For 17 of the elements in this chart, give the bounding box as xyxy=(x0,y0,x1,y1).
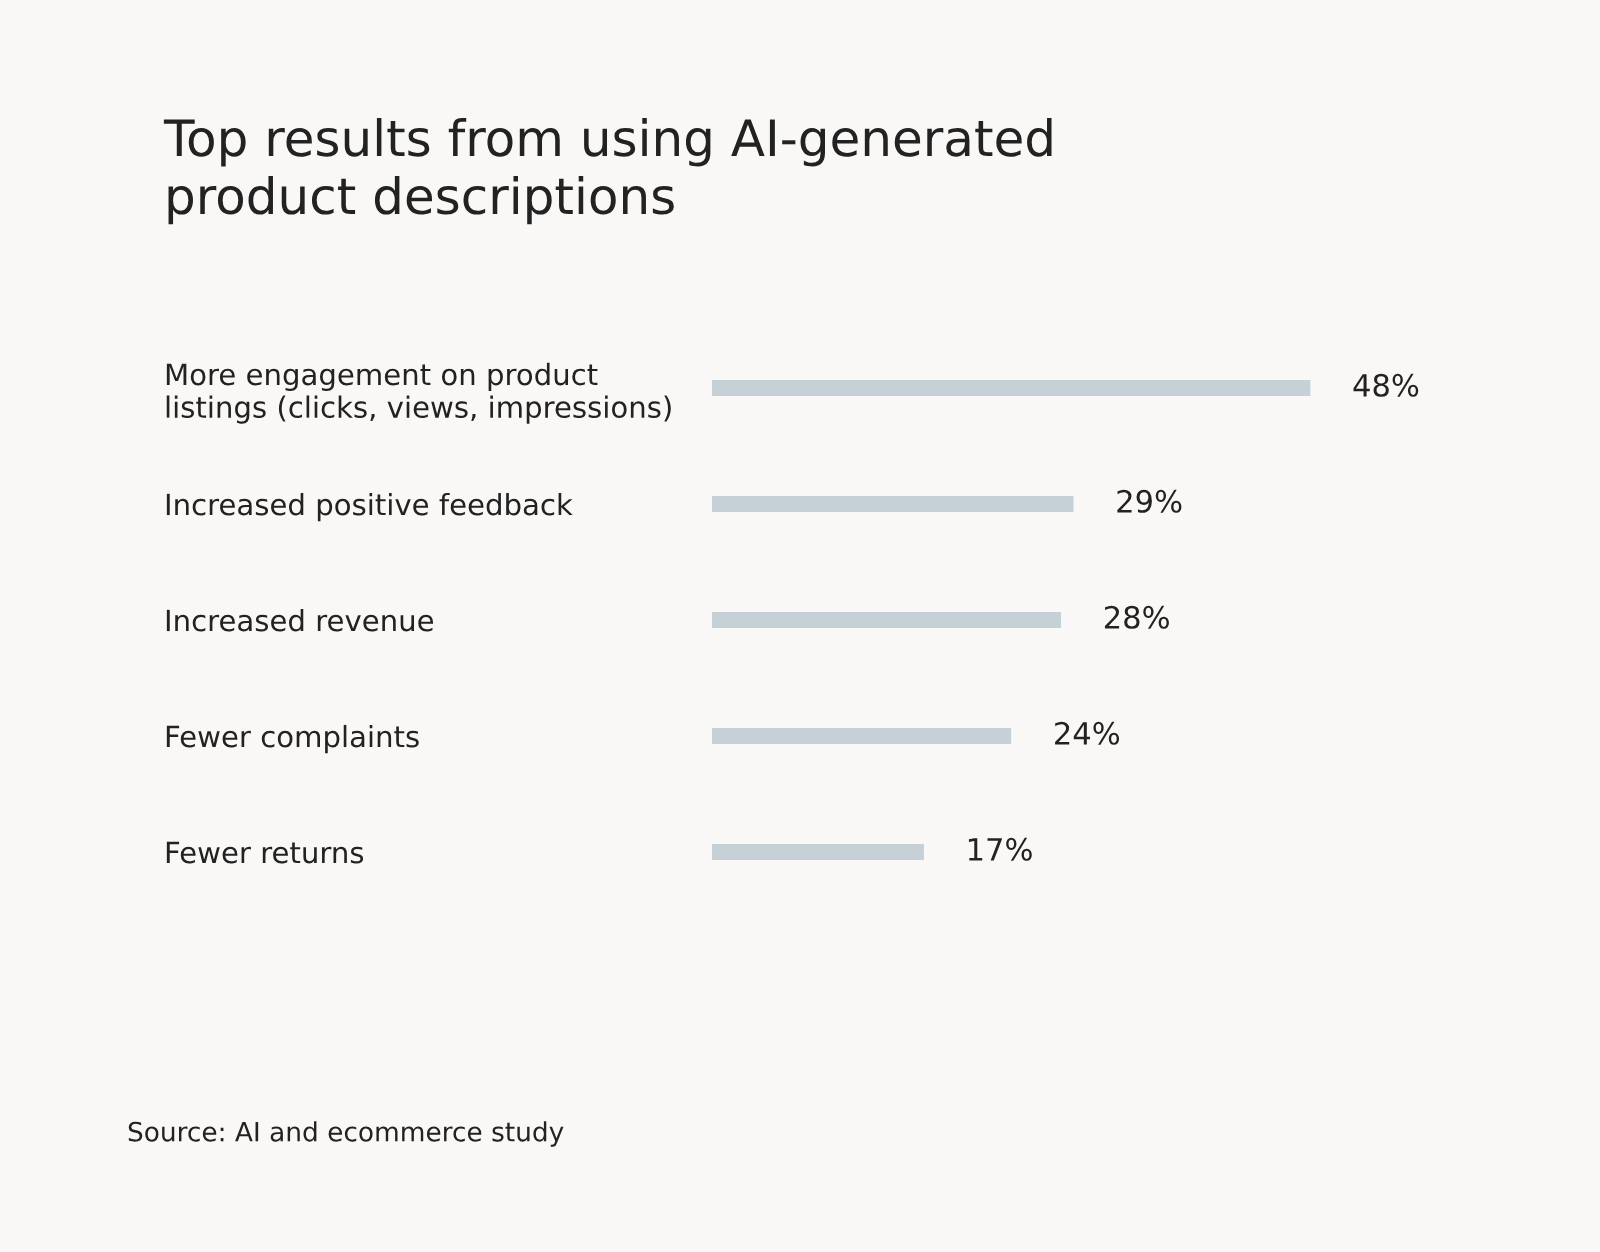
data-label: 48% xyxy=(1353,373,1419,397)
chart-title: Top results from using AI-generated product descriptions xyxy=(163,118,1052,225)
data-label: 28% xyxy=(1104,605,1169,629)
y-tick-label: Increased positive feedback xyxy=(166,492,573,522)
bar xyxy=(712,843,924,861)
y-tick-label: Fewer complaints xyxy=(166,724,419,754)
bar xyxy=(712,379,1311,397)
y-tick-label: Fewer returns xyxy=(166,841,364,864)
data-label: 24% xyxy=(1055,721,1120,745)
bar xyxy=(712,611,1062,629)
y-tick-label: Increased revenue xyxy=(166,608,434,632)
source-note: Source: AI and ecommerce study xyxy=(128,1121,564,1147)
data-label: 29% xyxy=(1117,489,1182,513)
y-tick-label: More engagement on product listings (clicks, views, impressions) xyxy=(166,362,671,424)
bar xyxy=(712,727,1012,745)
bar xyxy=(712,495,1074,513)
data-label: 17% xyxy=(968,837,1032,861)
